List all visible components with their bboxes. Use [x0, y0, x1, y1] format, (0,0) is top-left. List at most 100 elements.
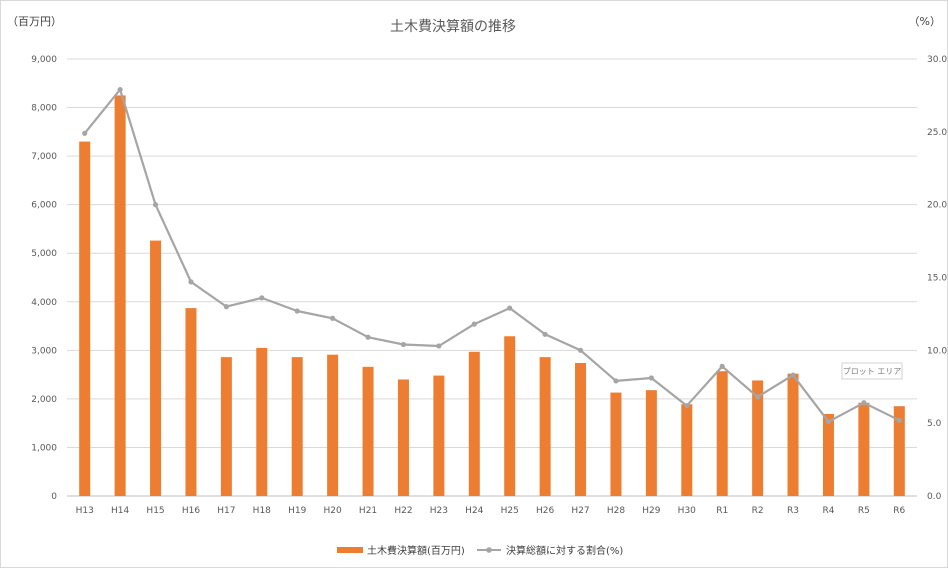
right-tick-label: 25.0 — [927, 128, 947, 138]
right-tick-label: 5.0 — [927, 419, 942, 429]
bar-series — [79, 95, 905, 497]
bar — [327, 354, 339, 496]
bar — [893, 406, 905, 496]
x-tick-label: H22 — [394, 506, 412, 516]
x-tick-label: H14 — [111, 506, 129, 516]
bar — [362, 366, 374, 496]
right-tick-label: 20.0 — [927, 201, 947, 211]
left-axis-unit: （百万円） — [7, 15, 62, 28]
x-tick-label: R2 — [752, 506, 764, 516]
line-point — [259, 295, 265, 301]
x-tick-label: H17 — [217, 506, 235, 516]
line-point — [471, 321, 477, 327]
tooltip-text: プロット エリア — [843, 367, 902, 376]
left-tick-label: 4,000 — [31, 298, 57, 308]
line-point — [861, 400, 867, 406]
gridlines — [67, 58, 917, 497]
right-tick-label: 30.0 — [927, 55, 947, 65]
plot-area-tooltip: プロット エリア — [841, 362, 903, 380]
x-axis-ticks: H13 H14 H15 H16 H17 H18 H19 H20 H21 H22 H23 H24 H25 H… — [76, 506, 906, 516]
line-point — [542, 331, 548, 337]
series-line — [83, 88, 900, 423]
right-axis-ticks: 0.0 5.0 10.0 15.0 20.0 25.0 30.0 — [927, 55, 947, 502]
bar — [539, 357, 551, 496]
left-tick-label: 8,000 — [31, 104, 57, 114]
line-point — [436, 343, 442, 349]
x-tick-label: H18 — [253, 506, 271, 516]
line-point — [719, 363, 725, 369]
line-point — [400, 341, 407, 348]
left-tick-label: 2,000 — [31, 395, 57, 405]
x-tick-label: H21 — [359, 506, 377, 516]
bar — [575, 362, 587, 496]
x-tick-label: R4 — [822, 506, 834, 516]
line-point — [188, 279, 194, 285]
x-tick-label: H16 — [182, 506, 200, 516]
line-point — [896, 417, 902, 423]
bar — [433, 375, 445, 496]
bar — [645, 390, 657, 496]
left-axis-ticks: 0 1,000 2,000 3,000 4,000 5,000 6,000 7,000 8,00… — [31, 55, 57, 502]
x-tick-label: R1 — [716, 506, 728, 516]
bar — [822, 413, 834, 496]
left-tick-label: 0 — [51, 492, 57, 502]
bar — [291, 357, 303, 496]
bar — [681, 404, 693, 496]
left-tick-label: 9,000 — [31, 55, 57, 65]
line-point — [365, 334, 371, 340]
legend-item-bar: 土木費決算額(百万円) — [337, 544, 465, 557]
bar — [610, 392, 622, 496]
bar — [858, 402, 870, 496]
bar — [220, 357, 232, 496]
legend-line-marker — [486, 547, 492, 553]
x-tick-label: H13 — [76, 506, 94, 516]
x-tick-label: H26 — [536, 506, 554, 516]
legend: 土木費決算額(百万円) 決算総額に対する割合(%) — [337, 544, 623, 557]
bar — [256, 347, 268, 496]
x-tick-label: H28 — [607, 506, 625, 516]
line-point — [755, 394, 761, 400]
line-point — [294, 308, 300, 314]
chart-title: 土木費決算額の推移 — [390, 19, 516, 35]
x-tick-label: H19 — [288, 506, 306, 516]
line-point — [507, 305, 513, 311]
legend-line-label: 決算総額に対する割合(%) — [506, 544, 623, 557]
left-tick-label: 5,000 — [31, 249, 57, 259]
legend-item-line: 決算総額に対する割合(%) — [477, 544, 623, 557]
x-tick-label: R6 — [893, 506, 905, 516]
x-tick-label: H30 — [678, 506, 696, 516]
line-point — [613, 378, 619, 384]
x-tick-label: R3 — [787, 506, 799, 516]
bar — [150, 240, 162, 496]
bar — [397, 379, 409, 496]
line-point — [117, 86, 123, 93]
right-tick-label: 10.0 — [927, 346, 947, 356]
line-point — [577, 347, 584, 353]
line-series — [82, 86, 902, 425]
left-tick-label: 7,000 — [31, 152, 57, 162]
x-tick-label: H27 — [571, 506, 589, 516]
x-tick-label: H20 — [324, 506, 342, 516]
x-tick-label: H23 — [430, 506, 448, 516]
bar — [468, 351, 480, 496]
bar — [79, 141, 91, 497]
legend-bar-swatch — [337, 547, 363, 553]
x-tick-label: H15 — [146, 506, 164, 516]
right-tick-label: 0.0 — [927, 492, 942, 502]
line-point — [223, 304, 229, 310]
line-point — [790, 372, 796, 378]
x-tick-label: H29 — [642, 506, 660, 516]
bar — [504, 336, 516, 496]
legend-bar-label: 土木費決算額(百万円) — [367, 544, 465, 557]
left-tick-label: 1,000 — [31, 443, 57, 453]
right-axis-unit: （%） — [909, 15, 941, 28]
line-point — [684, 403, 690, 409]
line-point — [152, 202, 159, 208]
line-point — [82, 130, 88, 136]
x-tick-label: R5 — [858, 506, 870, 516]
bar — [716, 371, 728, 496]
right-tick-label: 15.0 — [927, 274, 947, 284]
bar — [787, 373, 799, 496]
